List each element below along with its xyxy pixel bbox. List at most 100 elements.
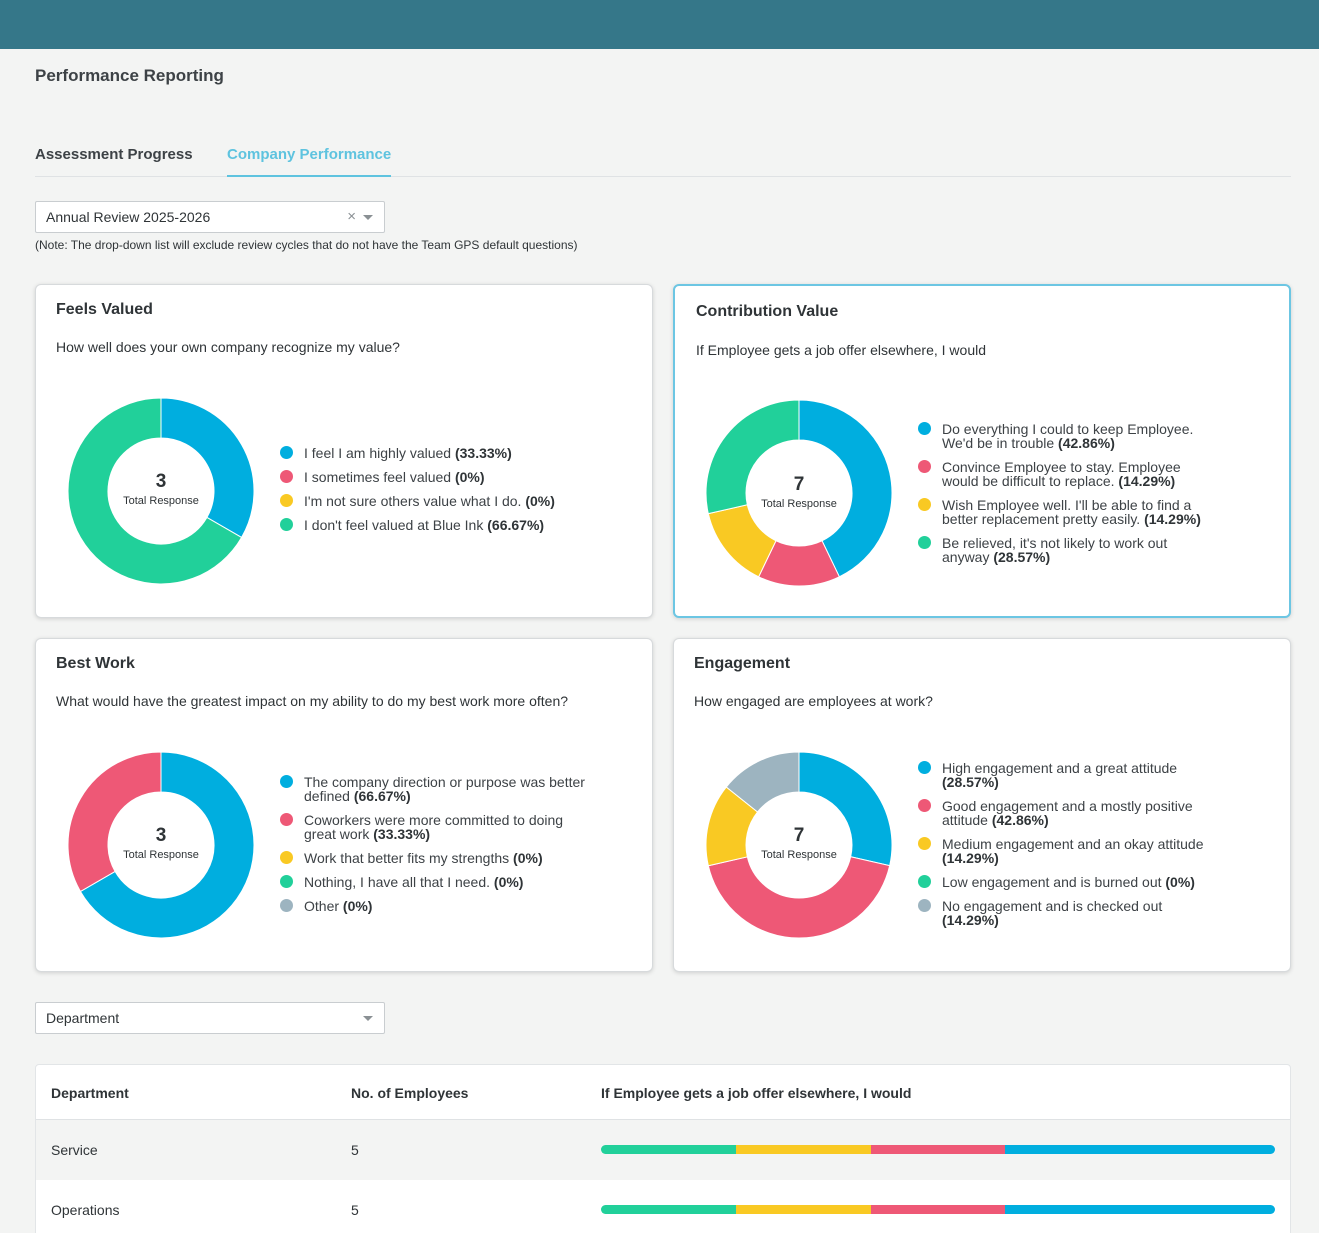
legend-percent: (0%) xyxy=(454,469,485,485)
donut-chart xyxy=(705,399,893,587)
legend-percent: (33.33%) xyxy=(454,445,512,461)
legend-percent: (0%) xyxy=(342,898,373,914)
total-response-count: 3 xyxy=(155,471,167,492)
table-row: Service 5 xyxy=(36,1120,1290,1180)
legend-percent: (42.86%) xyxy=(1058,435,1115,451)
donut-slice-0[interactable] xyxy=(160,397,255,539)
legend-percent: (66.67%) xyxy=(353,788,411,804)
legend-dot-icon xyxy=(280,494,293,507)
bar-segment-1 xyxy=(735,1145,871,1154)
legend-dot-icon xyxy=(918,837,931,850)
legend-percent: (14.29%) xyxy=(942,912,999,928)
bar-segment-2 xyxy=(870,1205,1006,1214)
department-select[interactable]: Department xyxy=(35,1002,385,1034)
total-response-count: 7 xyxy=(793,825,805,846)
legend-item: The company direction or purpose was bet… xyxy=(280,775,590,803)
column-header-job-offer: If Employee gets a job offer elsewhere, … xyxy=(601,1085,912,1101)
legend-dot-icon xyxy=(918,498,931,511)
card-engagement[interactable]: Engagement How engaged are employees at … xyxy=(673,638,1291,972)
legend-item: I sometimes feel valued (0%) xyxy=(280,470,620,484)
legend-label: I feel I am highly valued xyxy=(304,445,452,461)
legend-percent: (0%) xyxy=(525,493,555,509)
donut-slice-0[interactable] xyxy=(798,751,893,867)
total-response-label: Total Response xyxy=(761,849,837,861)
card-title: Feels Valued xyxy=(56,301,153,318)
legend-item: Wish Employee well. I'll be able to find… xyxy=(918,498,1218,526)
legend-dot-icon xyxy=(280,470,293,483)
stacked-bar xyxy=(601,1205,1275,1214)
donut-chart xyxy=(67,397,255,585)
bar-segment-0 xyxy=(601,1205,736,1214)
legend-dot-icon xyxy=(918,761,931,774)
employees-cell: 5 xyxy=(351,1142,359,1158)
legend-item: Other (0%) xyxy=(280,899,590,913)
legend-label: Wish Employee well. I'll be able to find… xyxy=(942,497,1192,527)
donut-slice-4[interactable] xyxy=(725,751,800,813)
legend-label: Coworkers were more committed to doing g… xyxy=(304,812,564,842)
legend-label: I don't feel valued at Blue Ink xyxy=(304,517,484,533)
card-contribution-value[interactable]: Contribution Value If Employee gets a jo… xyxy=(673,284,1291,618)
legend-item: Be relieved, it's not likely to work out… xyxy=(918,536,1218,564)
donut-chart xyxy=(705,751,893,939)
legend-label: The company direction or purpose was bet… xyxy=(304,774,585,804)
card-feels-valued[interactable]: Feels Valued How well does your own comp… xyxy=(35,284,653,618)
department-cell: Service xyxy=(51,1142,98,1158)
legend-dot-icon xyxy=(918,460,931,473)
legend-percent: (0%) xyxy=(493,874,524,890)
legend-dot-icon xyxy=(280,813,293,826)
legend-dot-icon xyxy=(280,875,293,888)
clear-icon[interactable]: × xyxy=(347,208,356,225)
donut-slice-3[interactable] xyxy=(705,399,800,515)
tab-company-performance[interactable]: Company Performance xyxy=(227,146,392,177)
card-title: Engagement xyxy=(694,655,791,672)
card-question: How engaged are employees at work? xyxy=(694,693,933,709)
donut-center: 7 Total Response xyxy=(704,825,894,861)
donut-chart xyxy=(67,751,255,939)
total-response-label: Total Response xyxy=(761,498,837,510)
legend-percent: (33.33%) xyxy=(373,826,431,842)
bar-segment-1 xyxy=(735,1205,871,1214)
legend-dot-icon xyxy=(280,446,293,459)
review-cycle-note: (Note: The drop-down list will exclude r… xyxy=(35,238,578,252)
donut-slice-0[interactable] xyxy=(79,751,255,939)
card-best-work[interactable]: Best Work What would have the greatest i… xyxy=(35,638,653,972)
legend-percent: (0%) xyxy=(513,850,543,866)
donut-slice-0[interactable] xyxy=(798,399,893,578)
legend-label: High engagement and a great attitude xyxy=(942,760,1178,776)
bar-segment-2 xyxy=(870,1145,1006,1154)
total-response-count: 7 xyxy=(793,474,805,495)
legend-percent: (42.86%) xyxy=(991,812,1049,828)
chevron-down-icon[interactable] xyxy=(363,215,373,220)
legend-label: I'm not sure others value what I do. xyxy=(304,493,522,509)
column-header-department: Department xyxy=(51,1085,129,1101)
legend-item: Low engagement and is burned out (0%) xyxy=(918,875,1218,889)
legend-item: I'm not sure others value what I do. (0%… xyxy=(280,494,620,508)
legend-percent: (14.29%) xyxy=(1118,473,1176,489)
bar-segment-3 xyxy=(1005,1205,1275,1214)
chart-legend: I feel I am highly valued (33.33%) I som… xyxy=(280,446,620,532)
card-question: If Employee gets a job offer elsewhere, … xyxy=(696,342,987,358)
legend-percent: (28.57%) xyxy=(942,774,999,790)
donut-slice-3[interactable] xyxy=(67,397,243,585)
legend-item: High engagement and a great attitude (28… xyxy=(918,761,1218,789)
chevron-down-icon[interactable] xyxy=(363,1016,373,1021)
chart-legend: The company direction or purpose was bet… xyxy=(280,775,590,913)
legend-percent: (14.29%) xyxy=(1144,511,1201,527)
total-response-count: 3 xyxy=(155,825,167,846)
header-divider xyxy=(36,1119,1290,1120)
legend-label: No engagement and is checked out xyxy=(942,898,1163,914)
donut-slice-1[interactable] xyxy=(707,856,891,939)
legend-label: Good engagement and a mostly positive at… xyxy=(942,798,1193,828)
legend-label: Be relieved, it's not likely to work out… xyxy=(942,535,1168,565)
card-question: What would have the greatest impact on m… xyxy=(56,693,569,709)
legend-label: Low engagement and is burned out xyxy=(942,874,1162,890)
legend-label: I sometimes feel valued xyxy=(304,469,452,485)
review-cycle-select[interactable]: Annual Review 2025-2026 × xyxy=(35,201,385,233)
legend-dot-icon xyxy=(918,799,931,812)
tab-assessment-progress[interactable]: Assessment Progress xyxy=(35,146,193,163)
legend-label: Other xyxy=(304,898,340,914)
legend-dot-icon xyxy=(280,518,293,531)
card-question: How well does your own company recognize… xyxy=(56,339,400,355)
donut-slice-1[interactable] xyxy=(67,751,162,893)
bar-segment-0 xyxy=(601,1145,736,1154)
